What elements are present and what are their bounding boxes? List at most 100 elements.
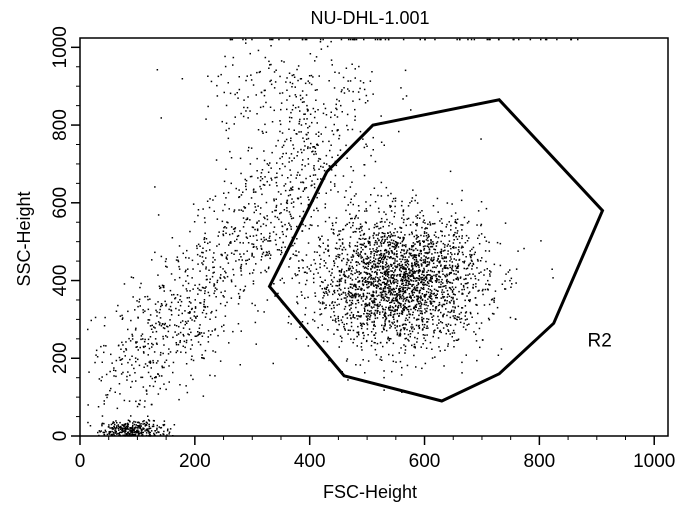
data-point <box>426 321 429 323</box>
data-point <box>240 274 243 276</box>
data-point <box>409 283 411 285</box>
data-point <box>333 276 335 279</box>
data-point <box>363 88 366 91</box>
data-point <box>358 294 360 297</box>
data-point <box>451 332 454 334</box>
data-point <box>480 224 482 227</box>
data-point <box>370 268 372 271</box>
data-point <box>456 218 459 220</box>
data-point <box>420 287 422 289</box>
gate-r2-polygon[interactable] <box>267 98 605 403</box>
data-point <box>157 274 159 276</box>
data-point <box>470 312 472 315</box>
data-point <box>370 284 373 286</box>
data-point <box>170 309 173 312</box>
data-point <box>223 180 226 183</box>
data-point <box>147 343 149 345</box>
data-point <box>128 432 130 435</box>
data-point <box>135 380 137 382</box>
data-point <box>340 104 342 107</box>
data-point <box>424 295 426 297</box>
data-point <box>203 237 206 239</box>
data-point <box>166 325 168 328</box>
data-point <box>370 154 372 157</box>
data-point <box>431 281 433 283</box>
data-point <box>325 288 327 290</box>
data-point <box>101 361 103 363</box>
data-point <box>477 279 480 281</box>
data-point <box>390 275 392 277</box>
data-point <box>365 281 367 283</box>
data-point <box>188 328 191 330</box>
data-point <box>398 130 400 133</box>
data-point <box>287 194 290 197</box>
data-point <box>450 288 452 291</box>
data-point <box>160 303 163 305</box>
data-point <box>415 247 417 250</box>
data-point <box>351 63 353 65</box>
data-point <box>184 320 187 323</box>
data-point <box>380 253 383 255</box>
data-point <box>368 302 371 304</box>
data-point <box>302 223 304 226</box>
data-point <box>386 238 388 240</box>
data-point <box>134 433 137 435</box>
data-point <box>432 223 434 225</box>
data-point <box>296 254 298 257</box>
data-point <box>389 206 392 208</box>
data-point <box>306 104 308 107</box>
data-point <box>459 321 462 324</box>
data-point <box>270 83 273 86</box>
data-point <box>344 313 347 316</box>
data-point <box>445 308 447 310</box>
data-point <box>501 283 504 285</box>
data-point <box>212 261 214 263</box>
data-point <box>468 237 470 239</box>
data-point <box>443 285 445 287</box>
data-point <box>293 157 295 159</box>
data-point <box>374 301 376 304</box>
data-point <box>424 299 427 302</box>
data-point <box>333 262 336 264</box>
data-point <box>307 146 309 148</box>
data-point <box>509 316 512 319</box>
data-point <box>408 293 411 295</box>
data-point <box>291 189 294 191</box>
data-point <box>136 341 138 343</box>
data-point <box>456 266 459 268</box>
data-point <box>355 38 358 41</box>
data-point <box>452 315 454 317</box>
data-point <box>404 289 407 292</box>
data-point <box>455 339 458 341</box>
data-point <box>350 302 353 304</box>
data-point <box>392 271 395 274</box>
data-point <box>401 279 404 281</box>
data-point <box>421 210 423 212</box>
data-point <box>453 332 456 334</box>
data-point <box>343 308 346 310</box>
data-point <box>114 391 116 393</box>
data-point <box>324 107 327 110</box>
data-point <box>458 313 461 315</box>
data-point <box>423 274 425 276</box>
data-point <box>169 305 172 308</box>
data-point <box>211 330 213 332</box>
data-point <box>380 249 382 252</box>
data-point <box>477 312 479 315</box>
data-point <box>379 256 381 259</box>
data-point <box>321 288 323 290</box>
data-point <box>467 274 469 276</box>
data-point <box>440 264 442 266</box>
data-point <box>111 430 113 433</box>
data-point <box>143 346 145 349</box>
data-point <box>119 426 122 428</box>
data-point <box>381 359 383 361</box>
data-point <box>206 278 208 281</box>
data-point <box>420 257 423 259</box>
data-point <box>403 218 405 221</box>
data-point <box>391 235 394 237</box>
data-point <box>465 328 467 331</box>
data-point <box>159 317 162 319</box>
data-point <box>389 306 391 309</box>
data-point <box>252 283 255 285</box>
